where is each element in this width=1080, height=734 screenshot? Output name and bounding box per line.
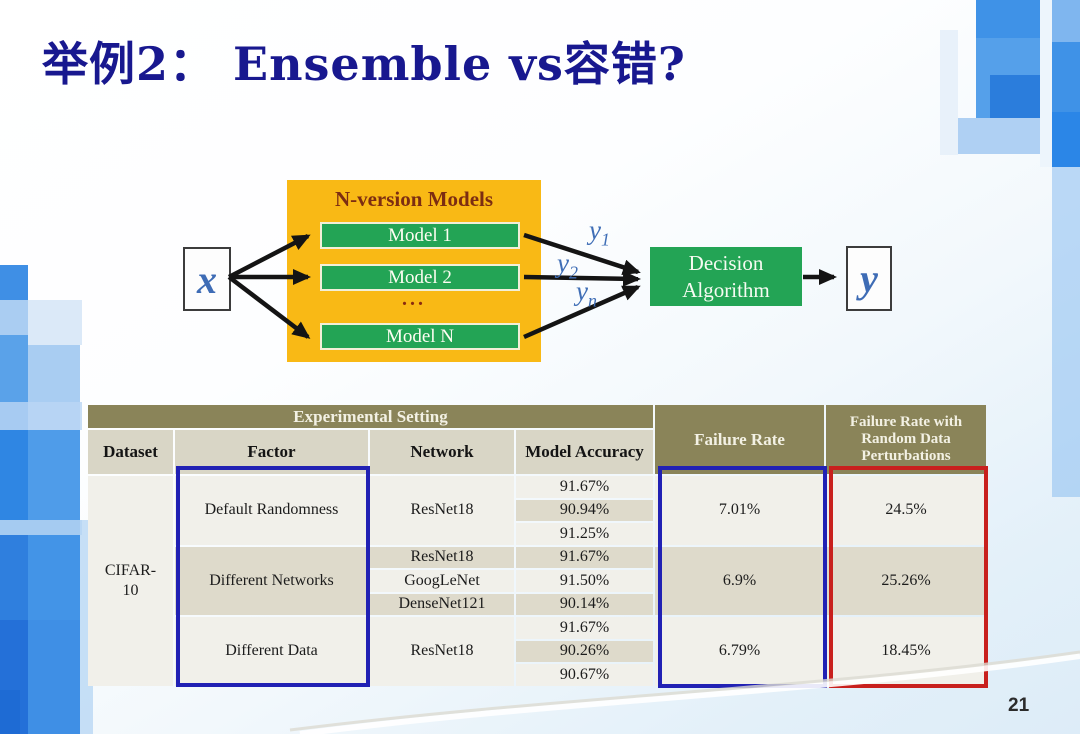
- deco-square: [28, 535, 80, 620]
- perturbed-failure-rate-cell: 24.5%: [826, 476, 986, 545]
- network-cell: ResNet18: [370, 476, 514, 545]
- input-x-label: x: [197, 256, 217, 302]
- output-y-label: y: [860, 256, 878, 301]
- input-x-box: x: [183, 247, 231, 311]
- deco-square: [0, 520, 82, 535]
- accuracy-cell: 91.67%: [516, 546, 653, 568]
- output-label-y2: y2: [557, 248, 578, 283]
- deco-square: [1052, 167, 1080, 497]
- n-version-title: N-version Models: [334, 187, 494, 211]
- failure-rate-highlight-box: [658, 466, 827, 688]
- perturbed-rate-highlight-box: [829, 466, 988, 688]
- network-cell: ResNet18: [370, 617, 514, 686]
- deco-square: [958, 118, 1045, 154]
- accuracy-cell: 90.26%: [516, 640, 653, 662]
- perturbed-failure-rate-cell: 25.26%: [826, 546, 986, 615]
- output-y-box: y: [846, 246, 892, 311]
- deco-square: [976, 0, 1040, 38]
- deco-square: [0, 535, 28, 620]
- network-cell: GoogLeNet: [370, 570, 514, 592]
- factor-cell: Different Networks: [175, 546, 368, 615]
- failure-rate-cell: 6.9%: [655, 546, 824, 615]
- model-1-box: Model 1: [320, 222, 520, 249]
- model-n-box: Model N: [320, 323, 520, 350]
- slide-title: 举例2： Ensemble vs容错?: [42, 37, 686, 91]
- accuracy-cell: 90.94%: [516, 499, 653, 521]
- failure-rate-cell: 7.01%: [655, 476, 824, 545]
- col-header-dataset: Dataset: [88, 430, 173, 474]
- deco-square: [28, 430, 80, 520]
- accuracy-cell: 91.67%: [516, 617, 653, 639]
- col-header-failure-rate-perturb: Failure Rate with Random Data Perturbati…: [826, 405, 986, 474]
- deco-square: [0, 690, 20, 734]
- accuracy-cell: 90.14%: [516, 593, 653, 615]
- network-cell: ResNet18: [370, 546, 514, 568]
- deco-square: [0, 430, 28, 520]
- model-2-box: Model 2: [320, 264, 520, 291]
- deco-square: [0, 402, 82, 430]
- accuracy-cell: 91.50%: [516, 570, 653, 592]
- page-number: 21: [1008, 695, 1030, 716]
- decision-line1: Decision: [688, 251, 764, 276]
- deco-square: [1052, 0, 1080, 42]
- deco-square: [1040, 0, 1052, 167]
- deco-square: [1052, 42, 1080, 112]
- n-version-models-container: N-version Models Model 1 Model 2 ... Mod…: [287, 180, 541, 362]
- accuracy-cell: 90.67%: [516, 664, 653, 686]
- accuracy-cell: 91.25%: [516, 523, 653, 545]
- deco-square: [940, 30, 958, 155]
- decision-algorithm-box: Decision Algorithm: [650, 247, 802, 306]
- results-table: Experimental Setting Failure Rate Failur…: [88, 405, 986, 686]
- models-ellipsis: ...: [402, 288, 426, 310]
- output-label-y1: y1: [589, 215, 610, 250]
- deco-square: [28, 620, 80, 734]
- deco-square: [1052, 112, 1080, 167]
- dataset-cell: CIFAR-10: [88, 476, 173, 686]
- table-span-header: Experimental Setting: [88, 405, 653, 428]
- col-header-accuracy: Model Accuracy: [516, 430, 653, 474]
- output-label-yn: yn: [576, 276, 597, 311]
- col-header-network: Network: [370, 430, 514, 474]
- factor-highlight-box: [176, 466, 370, 687]
- col-header-failure-rate: Failure Rate: [655, 405, 824, 474]
- deco-square: [990, 75, 1045, 122]
- decision-line2: Algorithm: [682, 277, 770, 302]
- network-cell: DenseNet121: [370, 593, 514, 615]
- accuracy-cell: 91.67%: [516, 476, 653, 498]
- factor-cell: Default Randomness: [175, 476, 368, 545]
